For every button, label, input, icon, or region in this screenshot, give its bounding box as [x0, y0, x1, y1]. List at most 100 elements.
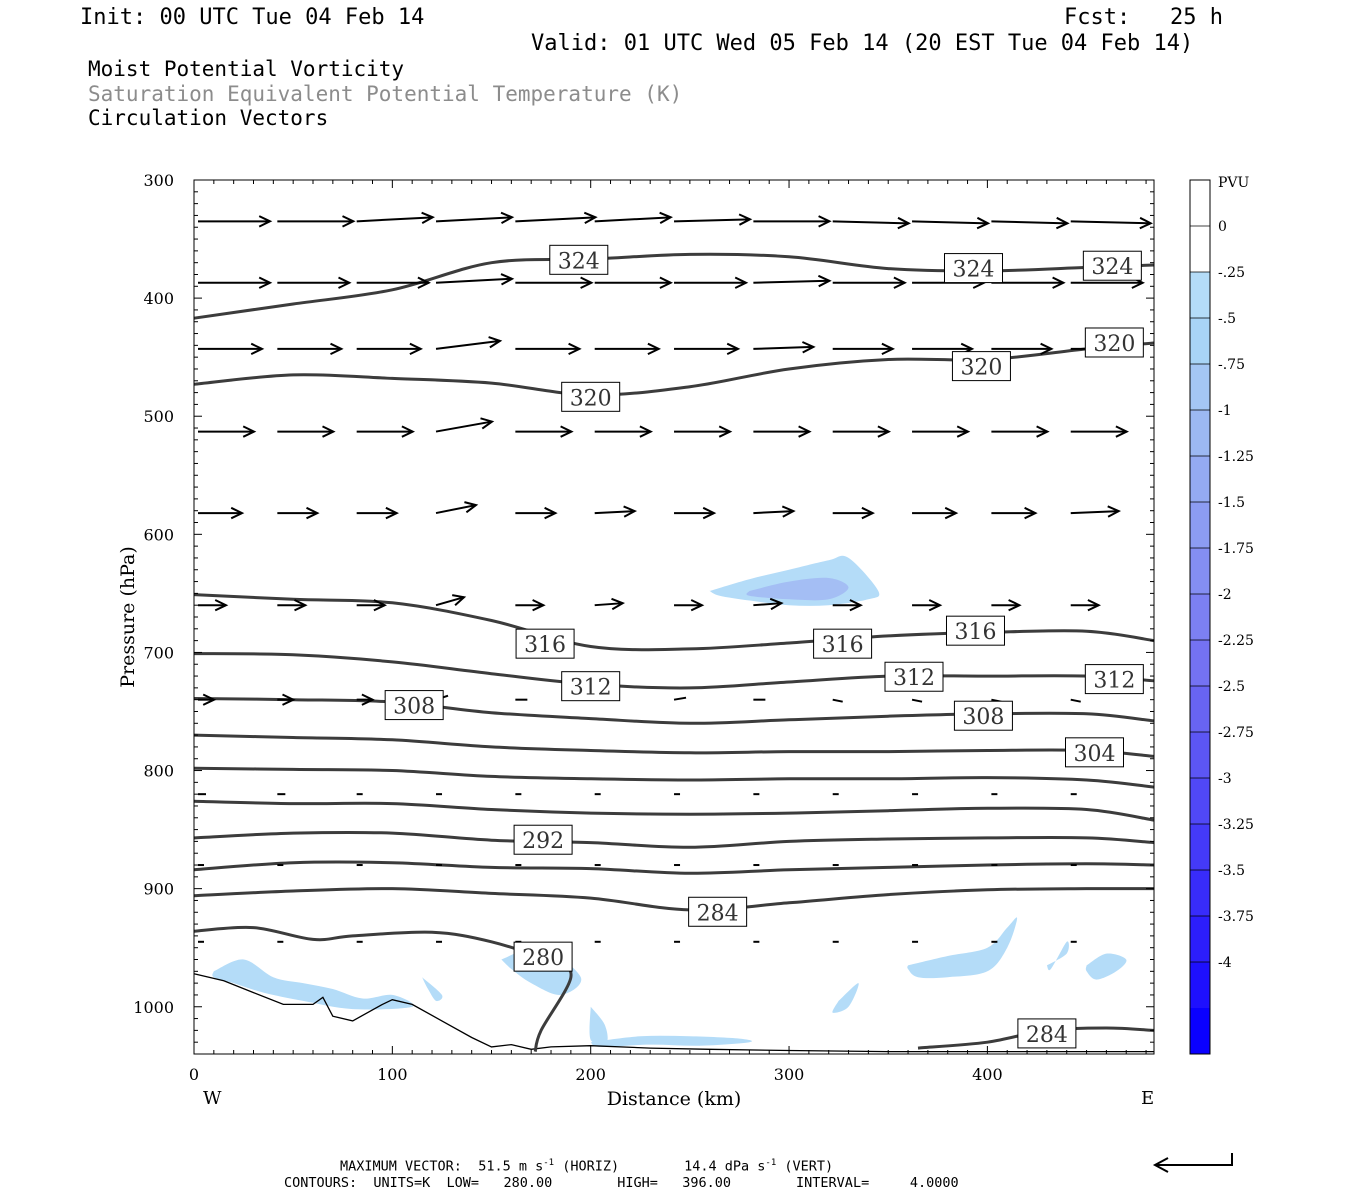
contour-label-box [944, 253, 1004, 284]
vector-head [1024, 506, 1038, 520]
vector-shaft [594, 602, 623, 607]
vector-shaft [911, 698, 923, 703]
vector-head [877, 425, 892, 438]
vector-head [202, 693, 217, 706]
contour-312-3 [193, 652, 1155, 690]
vector-head [1055, 216, 1070, 230]
vector-head [734, 276, 749, 289]
contour-label-box [1084, 327, 1144, 358]
wind-vector [356, 276, 431, 289]
vector-head [1115, 425, 1130, 438]
wind-vector [1070, 698, 1081, 703]
wind-vector [832, 425, 892, 438]
wind-vector [674, 342, 741, 356]
y-tick-label: 600 [143, 525, 174, 544]
vector-shaft [515, 216, 596, 223]
vector-head [738, 213, 753, 226]
vector-head [881, 342, 896, 356]
contour-label-text: 320 [570, 386, 612, 411]
contour-label-text: 280 [522, 946, 564, 971]
vector-head [385, 506, 399, 520]
x-tick-label: 100 [377, 1065, 408, 1084]
axes-layer: 300 400 500 600 700 800 900 1000 0 100 200 300 400 [133, 171, 1154, 1084]
vector-head [373, 599, 388, 612]
colorbar-title: PVU [1218, 175, 1250, 191]
vector-head [1087, 599, 1102, 612]
vector-head [452, 594, 467, 606]
reference-vector-arrow [1152, 1153, 1233, 1173]
vector-head [702, 506, 717, 520]
wind-vector [1070, 505, 1122, 518]
wind-vector [198, 599, 229, 612]
y-tick-label: 1000 [133, 998, 174, 1017]
pv-region-9 [422, 977, 443, 1002]
vector-head [861, 506, 875, 520]
max-vector-vert: 14.4 dPa s [684, 1158, 766, 1175]
wind-vector [515, 211, 598, 224]
vector-shaft [1070, 698, 1081, 703]
contour-label-box [945, 615, 1005, 646]
vector-shaft [912, 220, 989, 225]
wind-vector [832, 276, 907, 289]
wind-vector [991, 342, 1054, 356]
contour-label: 312 [884, 661, 944, 692]
contour-label: 324 [549, 244, 609, 275]
wind-vector [515, 342, 582, 356]
vector-head [928, 599, 943, 612]
wind-vector [832, 698, 843, 703]
y-tick-label: 700 [143, 643, 174, 662]
vector-head [944, 506, 959, 520]
wind-vector [198, 506, 245, 520]
vector-head [956, 425, 971, 438]
wind-vector [594, 597, 625, 611]
wind-vector [198, 693, 217, 706]
contour-label-text: 308 [962, 705, 1004, 730]
vector-head [294, 599, 308, 612]
contour-label-box [884, 661, 944, 692]
vector-shaft [594, 216, 671, 223]
contour-label-text: 284 [697, 901, 739, 926]
vector-head [568, 342, 582, 356]
colorbar-tick-label: -3.25 [1218, 817, 1254, 833]
vector-head [1139, 216, 1153, 230]
vector-head [690, 599, 705, 612]
wind-vector [594, 425, 654, 438]
x-tick-label: 200 [575, 1065, 606, 1084]
wind-vector [1070, 599, 1102, 612]
contour-label-text: 312 [1093, 669, 1135, 694]
contour-label: 308 [953, 700, 1013, 731]
contour-label-box [513, 824, 573, 855]
wind-vector [356, 425, 416, 438]
vector-head [338, 276, 352, 289]
vector-head [488, 336, 503, 349]
vector-head [726, 342, 741, 356]
wind-vector [832, 342, 896, 356]
vector-head [798, 425, 812, 438]
vector-shaft [435, 277, 513, 284]
wind-vector [674, 599, 705, 612]
vector-head [639, 425, 654, 438]
wind-vector [515, 425, 574, 438]
contour-label-text: 324 [1091, 255, 1133, 280]
wind-vector [991, 599, 1022, 612]
contour-label: 316 [945, 615, 1005, 646]
contour-label: 284 [1017, 1018, 1077, 1049]
wind-vector [198, 425, 257, 438]
wind-vector [198, 215, 273, 228]
wind-vector [515, 506, 558, 520]
vector-head [330, 342, 344, 356]
colorbar-swatch [1190, 456, 1210, 503]
vector-shaft [753, 602, 782, 607]
contour-label-text: 324 [558, 249, 600, 274]
vector-head [659, 211, 674, 224]
wind-vector [356, 211, 436, 224]
colorbar-tick-label: 0 [1218, 219, 1227, 235]
wind-vector [753, 425, 812, 438]
init-time-label: Init: 00 UTC Tue 04 Feb 14 [80, 5, 425, 30]
vector-shaft [435, 596, 465, 607]
wind-vector [435, 273, 515, 286]
wind-vector [1070, 216, 1153, 230]
vector-head [769, 597, 784, 611]
vector-head [659, 276, 673, 289]
